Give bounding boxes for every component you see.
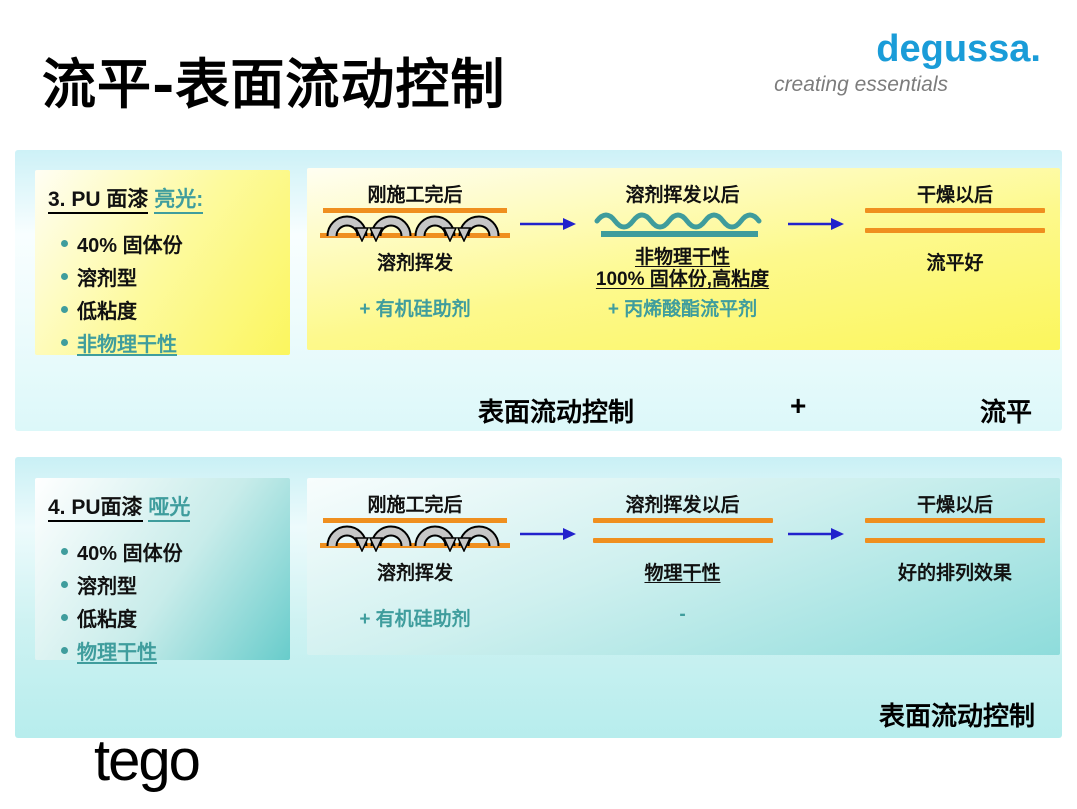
bullet-label: 溶剂型 <box>77 268 137 290</box>
flat-layers-graphic <box>857 208 1053 233</box>
list-item: 溶剂型 <box>61 570 290 599</box>
stage-freshly-applied: 刚施工完后 <box>315 168 515 350</box>
bullet-icon <box>61 647 68 654</box>
flat-layers-graphic <box>857 518 1053 543</box>
stage-title: 溶剂挥发以后 <box>625 495 740 516</box>
flow-arrow-icon <box>787 526 845 547</box>
tego-logo-text: teg <box>94 728 171 793</box>
bullet-icon <box>61 240 68 247</box>
page-title: 流平-表面流动控制 <box>42 52 506 116</box>
bullet-label: 低粘度 <box>77 609 137 631</box>
stage-title: 干燥以后 <box>916 495 993 516</box>
summary-plus-sign: + <box>790 390 807 421</box>
tego-logo-o-letter: o <box>168 728 201 793</box>
info-heading: 3. PU 面漆 亮光: <box>48 183 290 214</box>
diagram-gloss: 刚施工完后 <box>307 168 1060 350</box>
info-bullet-list: 40% 固体份 溶剂型 低粘度 物理干性 <box>61 537 290 665</box>
panel-gloss: 3. PU 面漆 亮光: 40% 固体份 溶剂型 低粘度 非物理干性 刚施工完后 <box>15 150 1062 431</box>
stage-caption: 好的排列效果 <box>897 563 1012 584</box>
info-box-gloss: 3. PU 面漆 亮光: 40% 固体份 溶剂型 低粘度 非物理干性 <box>35 170 290 357</box>
summary-surface-flow-control: 表面流动控制 <box>478 397 635 427</box>
arch-flow-graphic <box>315 512 515 557</box>
stage-additive: + 有机硅助剂 <box>359 299 471 320</box>
bullet-label-accent: 非物理干性 <box>77 334 177 356</box>
panel-matte: 4. PU面漆 哑光 40% 固体份 溶剂型 低粘度 物理干性 刚施工完后 <box>15 457 1062 738</box>
stage-title: 刚施工完后 <box>367 495 463 516</box>
stage-after-solvent-evaporation: 溶剂挥发以后 非物理干性 100% 固体份,高粘度 + 丙烯酸酯流平剂 <box>585 168 780 350</box>
stage-note: 非物理干性 <box>634 247 730 268</box>
bullet-icon <box>61 548 68 555</box>
stage-caption: 溶剂挥发 <box>376 253 453 274</box>
info-heading: 4. PU面漆 哑光 <box>48 491 290 522</box>
info-bullet-list: 40% 固体份 溶剂型 低粘度 非物理干性 <box>61 229 290 357</box>
stage-caption: 流平好 <box>926 253 984 274</box>
brand-block: degussa. creating essentials <box>774 28 1041 97</box>
stage-note: 100% 固体份,高粘度 <box>595 269 770 290</box>
flow-arrow-icon <box>519 216 577 237</box>
info-heading-main: 4. PU面漆 <box>48 496 143 522</box>
flow-arrow-icon <box>787 216 845 237</box>
info-heading-main: 3. PU 面漆 <box>48 188 149 214</box>
list-item: 40% 固体份 <box>61 229 290 258</box>
stage-after-solvent-evaporation: 溶剂挥发以后 物理干性 - <box>585 478 780 655</box>
bullet-label-accent: 物理干性 <box>77 642 157 664</box>
stage-note: 物理干性 <box>644 563 721 584</box>
stage-title: 干燥以后 <box>916 185 993 206</box>
stage-title: 溶剂挥发以后 <box>625 185 740 206</box>
stage-additive: + 丙烯酸酯流平剂 <box>607 299 758 320</box>
stage-caption: 溶剂挥发 <box>376 563 453 584</box>
wavy-surface-graphic <box>585 208 780 245</box>
list-item: 物理干性 <box>61 636 290 665</box>
info-box-matte: 4. PU面漆 哑光 40% 固体份 溶剂型 低粘度 物理干性 <box>35 478 290 664</box>
bullet-label: 40% 固体份 <box>77 235 183 257</box>
info-heading-accent: 亮光: <box>154 188 204 214</box>
bullet-icon <box>61 306 68 313</box>
tego-logo: tego <box>94 732 201 790</box>
list-item: 低粘度 <box>61 603 290 632</box>
tego-logo-o: o <box>164 732 201 790</box>
list-item: 非物理干性 <box>61 328 290 357</box>
stage-additive-minus: - <box>679 604 686 625</box>
list-item: 低粘度 <box>61 295 290 324</box>
bullet-icon <box>61 339 68 346</box>
summary-surface-flow-control: 表面流动控制 <box>878 701 1035 731</box>
stage-title: 刚施工完后 <box>367 185 463 206</box>
degussa-logo: degussa. <box>876 28 1041 70</box>
stage-freshly-applied: 刚施工完后 <box>315 478 515 655</box>
arch-flow-graphic <box>315 202 515 247</box>
bullet-icon <box>61 614 68 621</box>
diagram-matte: 刚施工完后 <box>307 478 1060 655</box>
bullet-icon <box>61 581 68 588</box>
bullet-label: 低粘度 <box>77 301 137 323</box>
bullet-label: 溶剂型 <box>77 576 137 598</box>
flat-layers-graphic <box>585 518 780 543</box>
summary-leveling: 流平 <box>980 397 1033 427</box>
stage-additive: + 有机硅助剂 <box>359 609 471 630</box>
list-item: 40% 固体份 <box>61 537 290 566</box>
brand-tagline: creating essentials <box>774 72 948 96</box>
bullet-icon <box>61 273 68 280</box>
stage-after-drying: 干燥以后 流平好 <box>857 168 1053 350</box>
flow-arrow-icon <box>519 526 577 547</box>
bullet-label: 40% 固体份 <box>77 543 183 565</box>
list-item: 溶剂型 <box>61 262 290 291</box>
info-heading-accent: 哑光 <box>148 496 191 522</box>
stage-after-drying: 干燥以后 好的排列效果 <box>857 478 1053 655</box>
